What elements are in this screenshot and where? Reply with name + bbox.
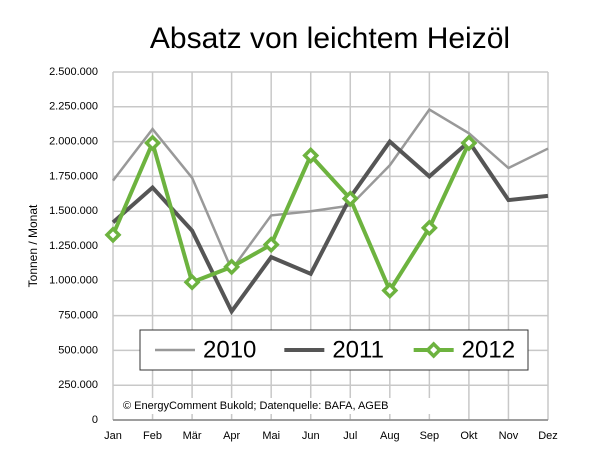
y-tick-label: 2.000.000 xyxy=(49,136,98,148)
x-tick-label: Okt xyxy=(460,430,477,442)
y-tick-label: 1.750.000 xyxy=(49,170,98,182)
legend-marker xyxy=(425,341,443,359)
x-tick-label: Mai xyxy=(262,430,280,442)
y-tick-label: 1.000.000 xyxy=(49,275,98,287)
x-tick-label: Jul xyxy=(343,430,357,442)
x-tick-label: Jun xyxy=(302,430,320,442)
x-tick-label: Mär xyxy=(183,430,202,442)
annotation: © EnergyComment Bukold; Datenquelle: BAF… xyxy=(123,400,389,412)
legend-label: 2010 xyxy=(203,336,256,363)
point-marker xyxy=(381,282,399,300)
y-tick-label: 1.500.000 xyxy=(49,205,98,217)
point-marker xyxy=(223,258,241,276)
y-tick-label: 0 xyxy=(92,414,98,426)
point-marker xyxy=(302,147,320,164)
point-marker xyxy=(460,134,478,152)
y-tick-label: 2.500.000 xyxy=(49,66,98,78)
legend-box xyxy=(139,329,529,371)
legend-label: 2012 xyxy=(462,336,515,363)
y-tick-label: 1.250.000 xyxy=(49,240,98,252)
y-tick-label: 250.000 xyxy=(58,379,98,391)
point-marker xyxy=(262,236,280,254)
x-tick-label: Feb xyxy=(143,430,162,442)
x-tick-label: Dez xyxy=(538,430,558,442)
x-tick-label: Aug xyxy=(380,430,400,442)
chart-title: Absatz von leichtem Heizöl xyxy=(150,22,510,55)
annotation-bg xyxy=(119,398,449,414)
point-marker xyxy=(420,219,438,237)
point-marker xyxy=(183,273,201,291)
y-tick-label: 750.000 xyxy=(58,310,98,322)
series-line xyxy=(111,138,549,316)
x-tick-label: Apr xyxy=(223,430,240,442)
point-marker xyxy=(341,190,359,208)
y-tick-label: 500.000 xyxy=(58,344,98,356)
series-line xyxy=(112,107,549,273)
point-marker xyxy=(144,134,162,152)
x-tick-label: Sep xyxy=(420,430,440,442)
x-tick-label: Jan xyxy=(104,430,122,442)
series-line xyxy=(111,137,471,295)
y-tick-label: 2.250.000 xyxy=(49,101,98,113)
y-axis-label: Tonnen / Monat xyxy=(26,204,40,287)
point-marker xyxy=(104,226,122,244)
x-tick-label: Nov xyxy=(499,430,519,442)
legend-label: 2011 xyxy=(332,336,384,363)
